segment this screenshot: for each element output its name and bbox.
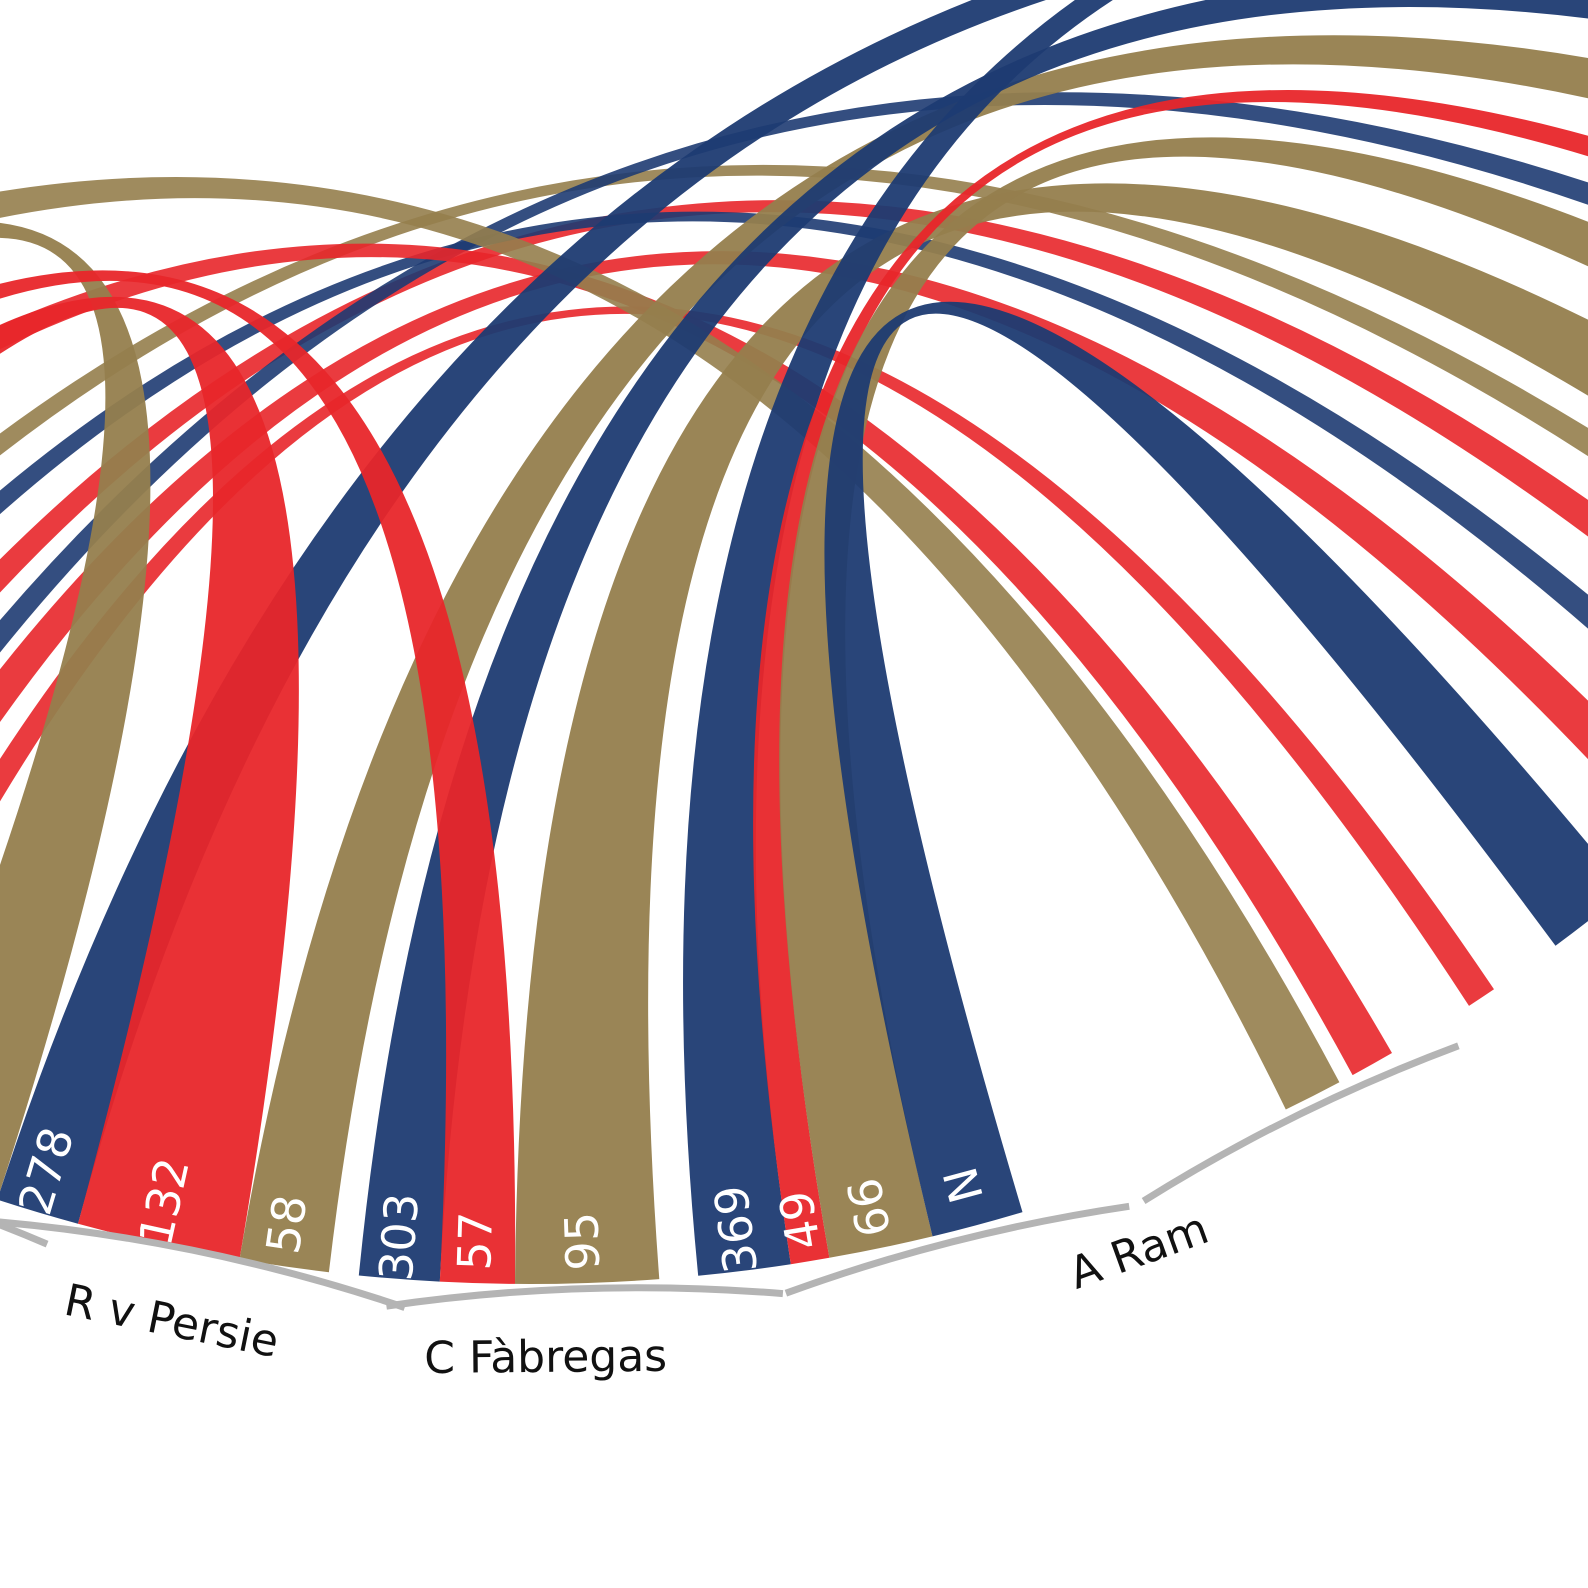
group-arc xyxy=(385,1284,784,1310)
ribbon-1-0 xyxy=(0,0,1047,1224)
ribbon-decor-4 xyxy=(0,92,1588,653)
ribbon-value-label: 95 xyxy=(554,1211,610,1271)
ribbon-value-label: 57 xyxy=(447,1211,503,1271)
ribbon-0-0 xyxy=(0,223,151,1192)
group-name-label: C Fàbregas xyxy=(424,1331,667,1384)
group-arc xyxy=(0,1221,49,1248)
group-arc xyxy=(0,1218,406,1311)
group-arc xyxy=(1141,1042,1460,1204)
ribbon-value-label: 49 xyxy=(768,1187,831,1254)
group-name-label: R v Persie xyxy=(60,1275,283,1368)
ribbon-layer xyxy=(0,0,1588,1284)
group-arc xyxy=(784,1202,1130,1297)
ribbon-3-0 xyxy=(683,0,1113,1276)
group-name-label: A Ram xyxy=(1063,1203,1215,1300)
ribbon-decor-6 xyxy=(0,243,1392,1076)
ribbon-2-2 xyxy=(515,183,1588,1284)
ribbon-4-0 xyxy=(824,301,1588,1237)
ribbon-value-label: 369 xyxy=(704,1182,769,1276)
ribbon-2-1 xyxy=(0,270,516,1284)
ribbon-value-label: 303 xyxy=(369,1191,430,1283)
ribbon-value-label: 58 xyxy=(256,1191,318,1257)
ribbon-3-2 xyxy=(779,137,1588,1258)
group-arc-layer xyxy=(0,1042,1460,1311)
ribbon-decor-0 xyxy=(0,200,1588,593)
ribbon-value-label: 66 xyxy=(837,1173,902,1241)
ribbon-1-1 xyxy=(0,297,299,1260)
